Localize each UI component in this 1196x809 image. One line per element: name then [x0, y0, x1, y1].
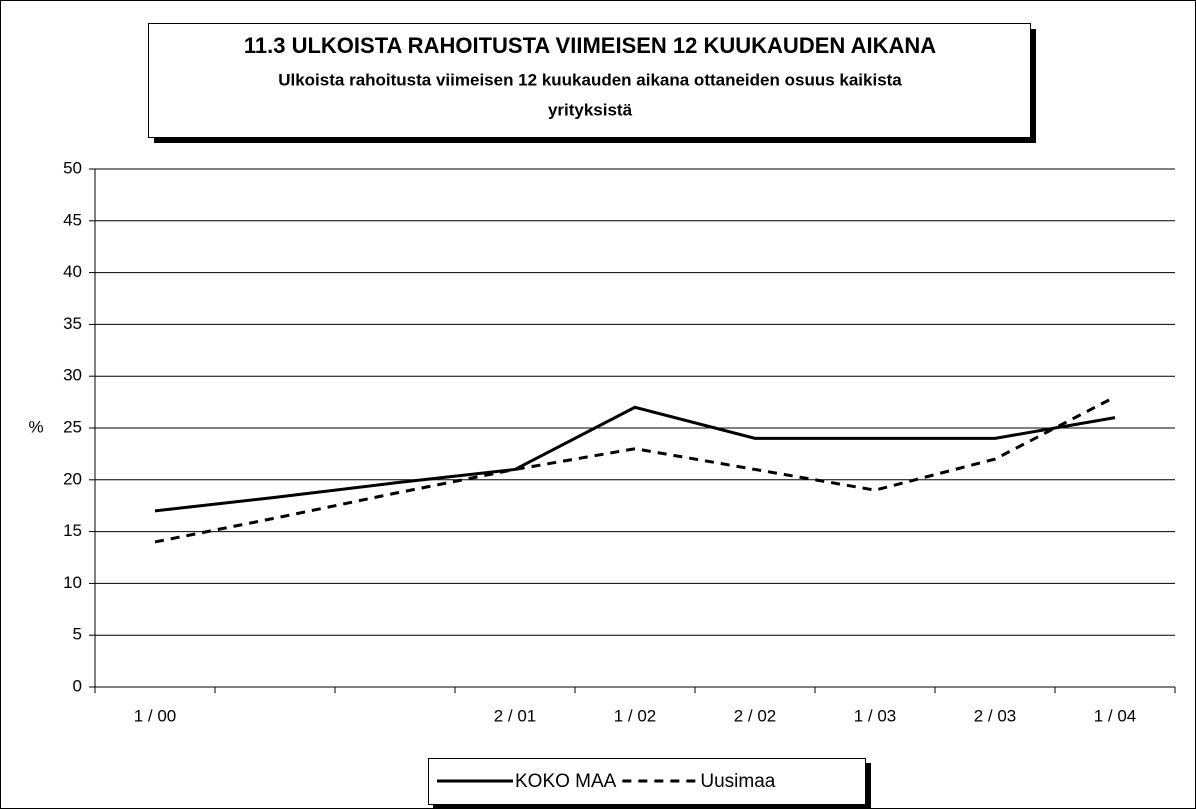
- y-tick-label: 20: [63, 469, 82, 488]
- chart-subtitle: Ulkoista rahoitusta viimeisen 12 kuukaud…: [278, 70, 902, 89]
- x-tick-label: 1 / 02: [614, 706, 657, 725]
- y-tick-label: 40: [63, 262, 82, 281]
- legend-label: KOKO MAA: [515, 771, 617, 792]
- y-tick-label: 0: [73, 676, 82, 695]
- y-tick-label: 25: [63, 417, 82, 436]
- y-tick-label: 35: [63, 314, 82, 333]
- x-tick-label: 1 / 03: [854, 706, 897, 725]
- y-axis-label: %: [28, 417, 43, 436]
- x-tick-label: 2 / 01: [494, 706, 537, 725]
- legend-label: Uusimaa: [700, 771, 775, 792]
- line-series: [154, 395, 1116, 544]
- y-tick-label: 15: [63, 521, 82, 540]
- y-tick-label: 10: [63, 573, 82, 592]
- x-tick-label: 2 / 03: [974, 706, 1017, 725]
- title-box: [148, 23, 1031, 138]
- y-tick-label: 45: [63, 210, 82, 229]
- chart-subtitle: yrityksistä: [548, 100, 633, 119]
- chart-title: 11.3 ULKOISTA RAHOITUSTA VIIMEISEN 12 KU…: [244, 33, 936, 58]
- y-tick-label: 30: [63, 366, 82, 385]
- x-tick-label: 1 / 04: [1094, 706, 1137, 725]
- y-tick-label: 50: [63, 158, 82, 177]
- y-tick-label: 5: [73, 625, 82, 644]
- x-tick-label: 2 / 02: [734, 706, 777, 725]
- x-tick-label: 1 / 00: [134, 706, 177, 725]
- line-series: [154, 405, 1116, 513]
